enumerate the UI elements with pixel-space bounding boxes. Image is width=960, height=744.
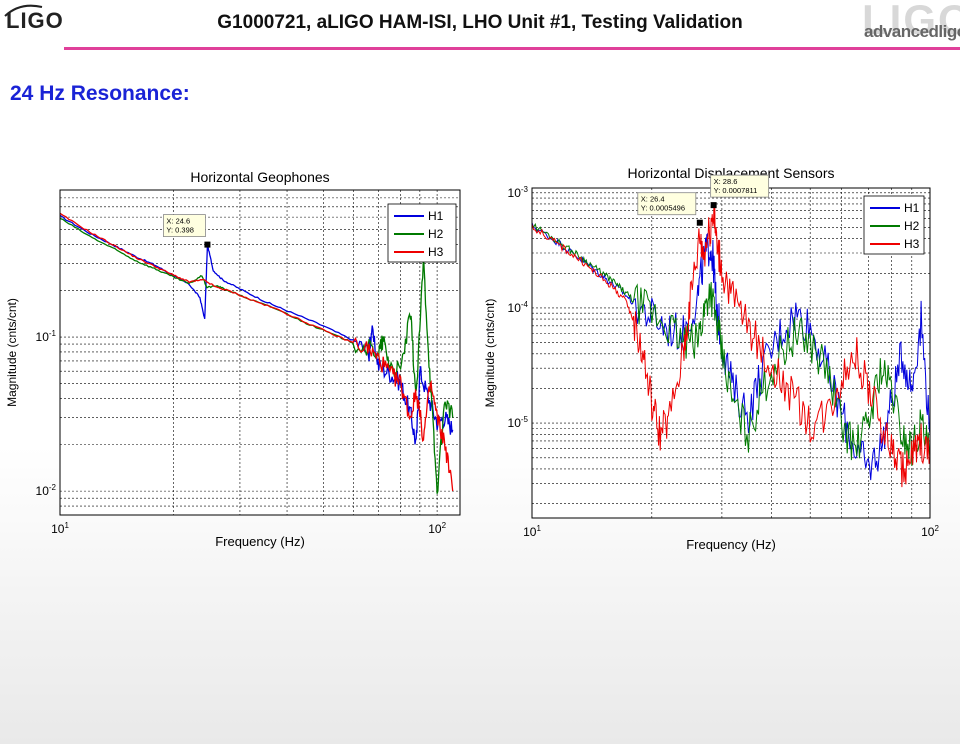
y-tick-label: 10-2 [36,483,57,498]
datatip-x: X: 24.6 [166,217,190,226]
y-tick-label: 10-4 [508,300,529,315]
x-tick-label: 101 [51,521,69,536]
series-line-h1 [531,222,931,481]
logo-right-big: LIGO [862,0,960,43]
x-tick-label: 102 [428,521,446,536]
header-divider [64,47,960,50]
x-tick-label: 102 [921,524,939,539]
chart-title: Horizontal Displacement Sensors [628,165,835,181]
y-axis-label: Magnitude (cnts/cnt) [483,299,497,408]
y-tick-label: 10-1 [36,329,57,344]
series-line-h2 [531,222,931,467]
logo-left-text: LIGO [6,8,64,33]
ligo-swoosh-icon [4,4,43,17]
chart-horizontal-displacement-sensors: 101 102 10-3 10-4 10-5 Horizontal Displacemen… [480,160,960,560]
section-heading: 24 Hz Resonance: [10,82,190,105]
logo-right-small: advancedligo [864,22,960,41]
slide-header: LIGO G1000721, aLIGO HAM-ISI, LHO Unit #… [0,0,960,50]
datatip[interactable]: X: 26.4Y: 0.0005496 [637,192,703,226]
x-tick-label: 101 [523,524,541,539]
legend-label-h1: H1 [428,209,444,223]
legend: H1 H2 H3 [387,203,457,263]
legend-label-h2: H2 [428,227,444,241]
y-tick-label: 10-3 [508,185,529,200]
legend-label-h2: H2 [904,219,920,233]
series-line-h3 [59,212,454,492]
y-tick-label: 10-5 [508,415,529,430]
chart-title: Horizontal Geophones [190,169,329,185]
legend-label-h3: H3 [904,237,920,251]
chart-displacement-svg: 101 102 10-3 10-4 10-5 Horizontal Displacemen… [483,165,939,552]
datatip-x: X: 28.6 [714,177,738,186]
legend-label-h1: H1 [904,201,920,215]
series-line-h2 [59,217,454,494]
series-line-h3 [531,205,931,488]
chart-horizontal-geophones: 101 102 10-1 10-2 Horizontal Geophones Freque… [0,160,480,560]
y-axis-label: Magnitude (cnts/cnt) [5,298,19,407]
legend-label-h3: H3 [428,245,444,259]
x-axis-label: Frequency (Hz) [215,534,305,549]
datatip-y: Y: 0.398 [166,226,194,235]
legend: H1 H2 H3 [863,195,925,255]
datatip-y: Y: 0.0007811 [714,186,758,195]
chart-geophones-svg: 101 102 10-1 10-2 Horizontal Geophones Freque… [5,169,461,549]
datatip[interactable]: X: 28.6Y: 0.0007811 [710,174,770,209]
slide-title: G1000721, aLIGO HAM-ISI, LHO Unit #1, Te… [217,12,743,33]
datatip-y: Y: 0.0005496 [641,204,685,213]
advanced-ligo-logo: LIGO advancedligo [858,0,960,48]
datatip[interactable]: X: 24.6Y: 0.398 [163,214,211,248]
datatip-x: X: 26.4 [641,195,665,204]
ligo-logo: LIGO [4,4,64,34]
x-axis-label: Frequency (Hz) [686,537,776,552]
